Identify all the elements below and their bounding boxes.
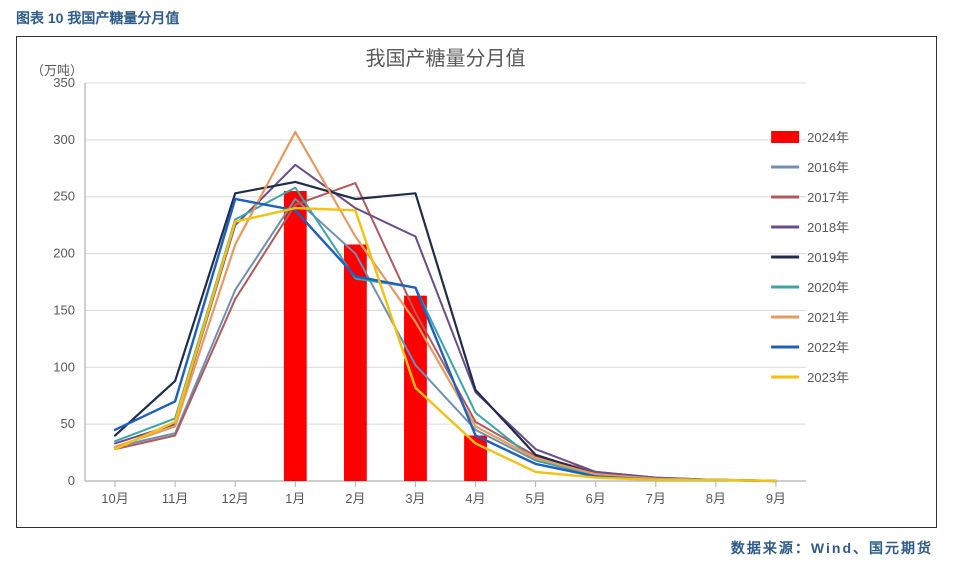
legend-label-2024: 2024年 <box>807 130 849 145</box>
chart-title: 我国产糖量分月值 <box>366 47 526 70</box>
y-tick-label: 200 <box>53 246 75 261</box>
x-tick-label: 12月 <box>221 491 248 506</box>
x-tick-label: 10月 <box>101 491 128 506</box>
y-tick-label: 150 <box>53 302 75 317</box>
x-tick-label: 2月 <box>345 491 365 506</box>
legend-label-2021年: 2021年 <box>807 310 849 325</box>
legend-label-2022年: 2022年 <box>807 340 849 355</box>
chart-svg: 我国产糖量分月值（万吨）05010015020025030035010月11月1… <box>17 37 936 527</box>
line-2017年 <box>115 183 776 481</box>
x-tick-label: 5月 <box>526 491 546 506</box>
figure-label: 图表 10 我国产糖量分月值 <box>0 0 953 32</box>
data-source: 数据来源：Wind、国元期货 <box>731 538 933 558</box>
x-tick-label: 4月 <box>465 491 485 506</box>
x-tick-label: 1月 <box>285 491 305 506</box>
y-tick-label: 250 <box>53 189 75 204</box>
line-2019年 <box>115 182 776 481</box>
bar-2024 <box>284 191 307 481</box>
x-tick-label: 7月 <box>646 491 666 506</box>
legend-label-2017年: 2017年 <box>807 190 849 205</box>
x-tick-label: 3月 <box>405 491 425 506</box>
x-tick-label: 8月 <box>706 491 726 506</box>
x-tick-label: 11月 <box>162 491 189 506</box>
y-tick-label: 300 <box>53 132 75 147</box>
legend-label-2020年: 2020年 <box>807 280 849 295</box>
y-tick-label: 350 <box>53 75 75 90</box>
legend-label-2019年: 2019年 <box>807 250 849 265</box>
y-tick-label: 50 <box>61 416 75 431</box>
legend-swatch-2024 <box>771 131 799 143</box>
x-tick-label: 9月 <box>766 491 786 506</box>
legend-label-2023年: 2023年 <box>807 370 849 385</box>
chart-container: 我国产糖量分月值（万吨）05010015020025030035010月11月1… <box>16 36 937 528</box>
legend-label-2016年: 2016年 <box>807 160 849 175</box>
y-tick-label: 0 <box>68 473 75 488</box>
line-2018年 <box>115 165 776 481</box>
line-2021年 <box>115 132 776 481</box>
legend-label-2018年: 2018年 <box>807 220 849 235</box>
line-2020年 <box>115 188 776 481</box>
x-tick-label: 6月 <box>586 491 606 506</box>
y-tick-label: 100 <box>53 359 75 374</box>
line-2016年 <box>115 199 776 481</box>
